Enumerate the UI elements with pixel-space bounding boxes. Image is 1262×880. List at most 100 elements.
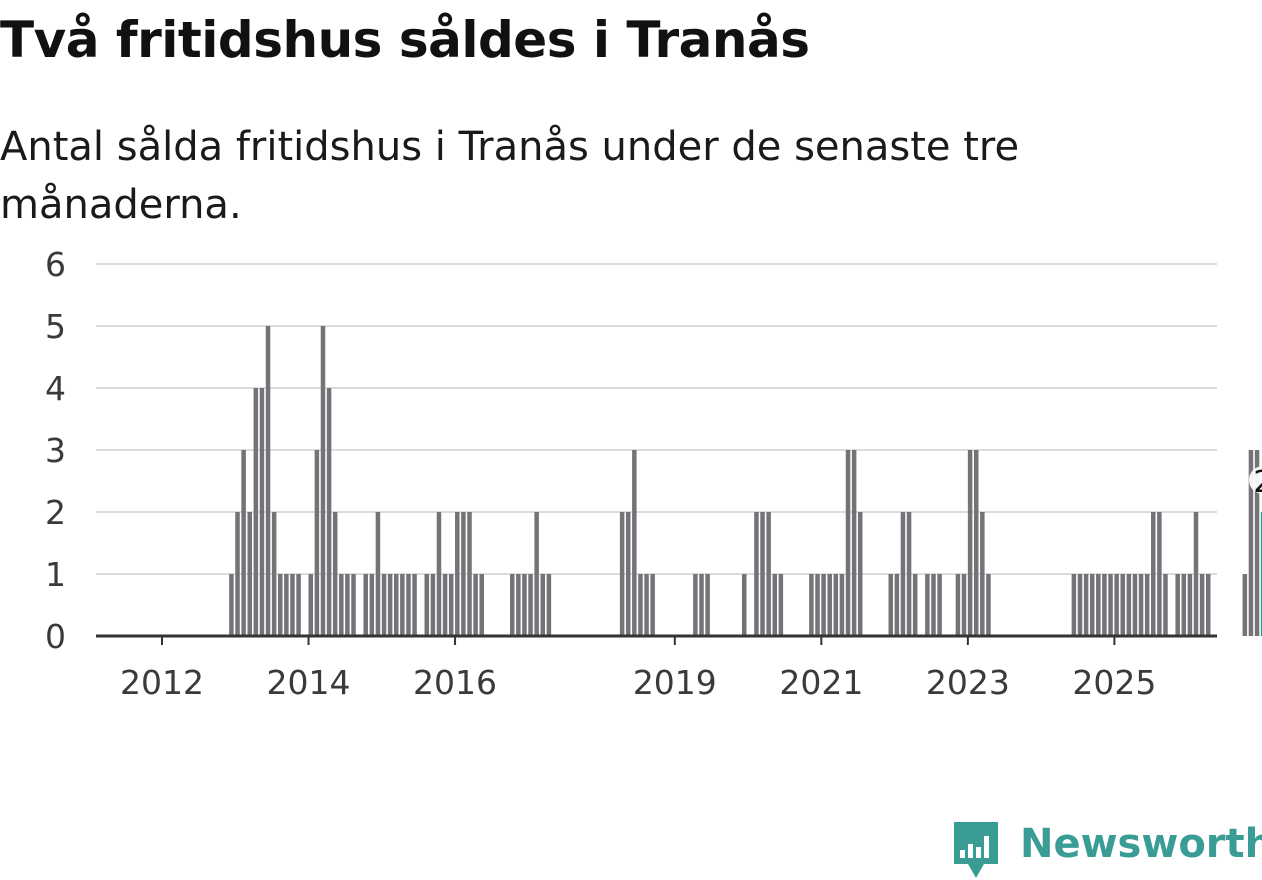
bar <box>1102 574 1107 636</box>
bar <box>912 574 918 636</box>
bar <box>961 574 967 636</box>
bar <box>1242 574 1248 636</box>
chart-title: Två fritidshus såldes i Tranås <box>0 11 810 69</box>
bar <box>247 512 252 636</box>
bar <box>937 574 942 636</box>
y-tick-label: 1 <box>45 555 66 594</box>
bar <box>857 512 863 636</box>
bar <box>1199 574 1205 636</box>
bar <box>546 574 552 636</box>
bar <box>839 574 845 636</box>
bar <box>528 574 533 636</box>
y-tick-label: 4 <box>45 369 66 408</box>
x-tick-label: 2025 <box>1072 663 1156 702</box>
bar <box>375 512 381 636</box>
bar-chart: 0 1 2 3 4 5 6 2012 2014 2016 2019 2021 2023 2025 2 <box>45 245 1262 702</box>
bar <box>1120 574 1125 636</box>
bar <box>851 450 857 636</box>
bar <box>638 574 643 636</box>
bar <box>522 574 527 636</box>
bar <box>406 574 411 636</box>
bar <box>1083 574 1089 636</box>
bar <box>345 574 350 636</box>
bar <box>625 512 631 636</box>
bar <box>1175 574 1180 636</box>
bar <box>894 574 900 636</box>
bar <box>1151 512 1156 636</box>
bar <box>1157 512 1162 636</box>
bar <box>754 512 759 636</box>
y-tick-label: 2 <box>45 493 66 532</box>
bar <box>900 512 906 636</box>
bar <box>1108 574 1113 636</box>
bar <box>906 512 912 636</box>
bar <box>955 574 961 636</box>
bar <box>381 574 387 636</box>
bar <box>1089 574 1095 636</box>
bar <box>778 574 784 636</box>
bar <box>448 574 454 636</box>
bar <box>296 574 301 636</box>
bar <box>326 388 332 636</box>
bar <box>320 326 326 636</box>
y-tick-label: 6 <box>45 245 66 284</box>
bar <box>986 574 991 636</box>
bar <box>534 512 539 636</box>
bar <box>290 574 295 636</box>
bar <box>1077 574 1083 636</box>
bar <box>760 512 765 636</box>
highlighted-bar <box>1260 512 1262 636</box>
bar <box>809 574 814 636</box>
bar <box>632 450 637 636</box>
bar <box>815 574 820 636</box>
bar <box>772 574 778 636</box>
bar <box>619 512 625 636</box>
bar <box>1138 574 1144 636</box>
bar <box>1193 512 1199 636</box>
bar <box>888 574 894 636</box>
bar <box>1126 574 1132 636</box>
bar <box>1144 574 1150 636</box>
bar <box>650 574 655 636</box>
bar <box>540 574 546 636</box>
bar <box>265 326 271 636</box>
bar <box>461 512 466 636</box>
bar <box>278 574 283 636</box>
bar <box>833 574 839 636</box>
bar <box>973 450 979 636</box>
bar <box>1163 574 1168 636</box>
bar <box>741 574 747 636</box>
bar <box>1248 450 1254 636</box>
bar <box>229 574 234 636</box>
bar <box>235 512 240 636</box>
newsworthy-logo-icon <box>954 822 998 878</box>
bar <box>693 574 698 636</box>
x-tick-label: 2019 <box>633 663 717 702</box>
bar <box>1181 574 1187 636</box>
y-tick-label: 0 <box>45 617 66 656</box>
bar <box>1205 574 1211 636</box>
bar <box>430 574 436 636</box>
bar <box>369 574 375 636</box>
bar <box>1132 574 1138 636</box>
bar <box>351 574 356 636</box>
bar <box>259 388 265 636</box>
bar <box>845 450 851 636</box>
bar <box>308 574 314 636</box>
bar <box>1254 450 1260 636</box>
bar <box>412 574 417 636</box>
chart-subtitle: Antal sålda fritidshus i Tranås under de… <box>0 124 1020 228</box>
bar <box>479 574 484 636</box>
bar <box>1096 574 1101 636</box>
bar <box>284 574 289 636</box>
x-tick-label: 2021 <box>779 663 863 702</box>
bar <box>467 512 472 636</box>
bar <box>1187 574 1193 636</box>
y-tick-label: 3 <box>45 431 66 470</box>
x-tick-label: 2016 <box>413 663 497 702</box>
bar <box>473 574 478 636</box>
bar <box>827 574 832 636</box>
bar <box>393 574 399 636</box>
x-tick-label: 2012 <box>120 663 204 702</box>
newsworthy-logo-text: Newsworthy <box>1020 821 1262 867</box>
